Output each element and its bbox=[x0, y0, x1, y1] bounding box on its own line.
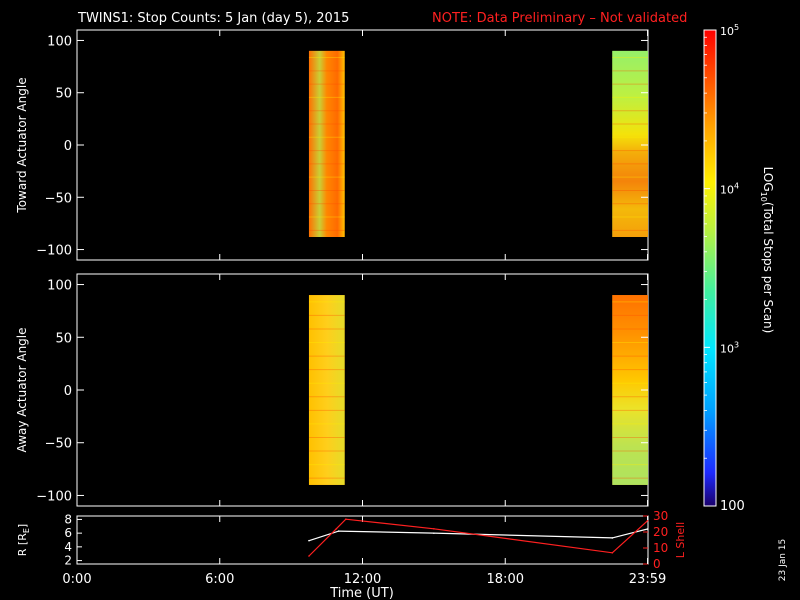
x-axis-label: Time (UT) bbox=[329, 586, 394, 600]
middle-ytick-label: 100 bbox=[47, 279, 72, 294]
r-distance-point bbox=[337, 530, 340, 532]
top-ytick-label: −100 bbox=[36, 244, 72, 259]
top-ytick-label: −50 bbox=[45, 191, 72, 206]
bottom-ytick-right-label: 20 bbox=[653, 525, 668, 539]
r-distance-point bbox=[611, 537, 614, 539]
l-shell-point bbox=[308, 555, 310, 557]
middle-ytick-label: −50 bbox=[45, 437, 72, 452]
x-tick-label: 23:59 bbox=[629, 572, 666, 587]
colorbar-tick-label: 105 bbox=[720, 23, 739, 38]
bottom-ytick-left-label: 8 bbox=[64, 512, 72, 526]
l-shell-line bbox=[308, 518, 648, 557]
colorbar bbox=[703, 29, 717, 507]
bottom-panel-frame bbox=[76, 515, 649, 565]
l-shell-point bbox=[611, 552, 614, 554]
bottom-ylabel-left: R [RE] bbox=[16, 524, 31, 556]
chart-title: TWINS1: Stop Counts: 5 Jan (day 5), 2015 bbox=[77, 11, 349, 26]
top-ytick-label: 100 bbox=[47, 34, 72, 49]
colorbar-tick-label: 103 bbox=[720, 340, 739, 355]
middle-panel-frame bbox=[76, 273, 649, 507]
middle-ytick-label: −100 bbox=[36, 489, 72, 504]
l-shell-point bbox=[433, 528, 435, 530]
top-ytick-label: 0 bbox=[64, 139, 72, 154]
middle-ytick-label: 50 bbox=[55, 331, 72, 346]
bottom-ytick-right-label: 0 bbox=[653, 557, 661, 571]
r-distance-point bbox=[646, 528, 649, 530]
bottom-ylabel-right: L Shell bbox=[674, 522, 687, 558]
middle-ylabel: Away Actuator Angle bbox=[15, 327, 29, 452]
middle-heatmap-block-texture bbox=[308, 295, 345, 485]
top-heatmap-block-texture bbox=[308, 50, 345, 238]
bottom-ytick-right-label: 30 bbox=[653, 509, 668, 523]
l-shell-point bbox=[646, 520, 649, 522]
date-stamp: 23 Jan 15 bbox=[778, 539, 788, 582]
l-shell-point bbox=[335, 528, 338, 530]
x-tick-label: 18:00 bbox=[487, 572, 524, 587]
top-heatmap-block-texture bbox=[612, 50, 648, 238]
bottom-ytick-left-label: 4 bbox=[64, 540, 72, 554]
r-distance-point bbox=[433, 532, 435, 534]
middle-ytick-label: 0 bbox=[64, 384, 72, 399]
l-shell-point bbox=[345, 518, 347, 520]
chart-note: NOTE: Data Preliminary – Not validated bbox=[432, 11, 687, 26]
x-tick-label: 6:00 bbox=[205, 572, 234, 587]
colorbar-bottom-label: 100 bbox=[720, 499, 745, 514]
bottom-ytick-left-label: 2 bbox=[64, 554, 72, 568]
x-tick-label: 12:00 bbox=[344, 572, 381, 587]
bottom-ytick-left-label: 6 bbox=[64, 526, 72, 540]
top-ytick-label: 50 bbox=[55, 87, 72, 102]
x-tick-label: 0:00 bbox=[62, 572, 91, 587]
bottom-ytick-right-label: 10 bbox=[653, 541, 668, 555]
top-ylabel: Toward Actuator Angle bbox=[15, 77, 29, 213]
r-distance-point bbox=[308, 539, 310, 542]
top-panel-frame bbox=[76, 29, 649, 261]
colorbar-tick-label: 104 bbox=[720, 182, 739, 197]
colorbar-label: LOG10(Total Stops per Scan) bbox=[759, 167, 775, 334]
